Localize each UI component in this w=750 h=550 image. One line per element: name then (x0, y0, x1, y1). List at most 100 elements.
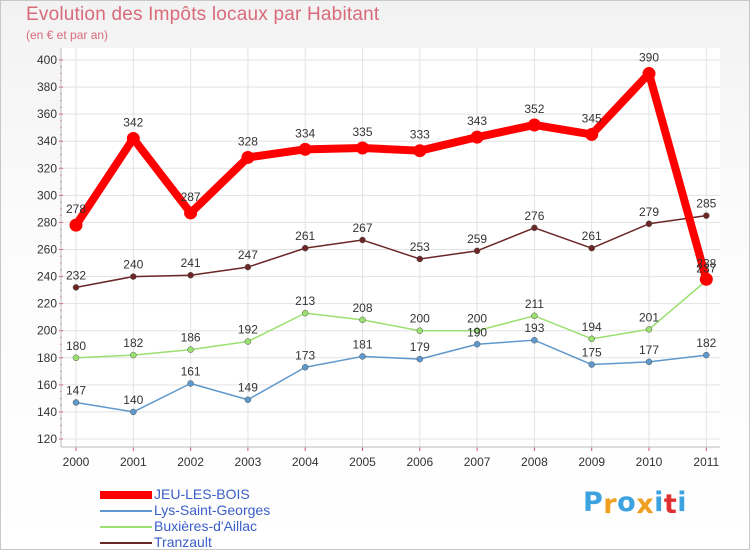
data-label: 232 (66, 268, 86, 282)
data-point (72, 284, 80, 291)
data-point (473, 341, 481, 348)
data-point (244, 263, 252, 271)
logo-letter: P (583, 487, 604, 518)
data-point (531, 336, 538, 344)
x-tick-label: 2000 (63, 455, 90, 469)
data-label: 345 (582, 111, 602, 125)
data-label: 211 (525, 297, 544, 311)
y-tick-label: 300 (37, 188, 57, 202)
x-tick-label: 2009 (578, 455, 605, 469)
legend-item: Buxières-d'Aillac (100, 518, 270, 534)
y-tick-label: 200 (37, 324, 57, 338)
x-tick-label: 2002 (177, 455, 204, 469)
data-point (588, 361, 595, 368)
data-point (241, 150, 255, 164)
data-label: 237 (696, 262, 716, 276)
chart-title: Evolution des Impôts locaux par Habitant (26, 4, 380, 25)
chart-subtitle: (en € et par an) (26, 28, 109, 42)
data-label: 333 (410, 128, 430, 142)
data-point (531, 224, 538, 232)
data-label: 180 (66, 339, 86, 353)
data-point (301, 309, 309, 317)
legend-item: Lys-Saint-Georges (100, 502, 270, 518)
data-label: 247 (238, 248, 258, 262)
x-tick-label: 2008 (521, 455, 548, 469)
y-tick-label: 120 (37, 432, 57, 446)
y-tick-label: 180 (37, 351, 57, 365)
logo-letter: x (636, 489, 655, 520)
data-label: 200 (410, 312, 430, 326)
data-point (588, 244, 595, 252)
data-point (531, 312, 538, 320)
legend-swatch (100, 526, 152, 529)
data-label: 161 (181, 365, 201, 379)
y-tick-label: 220 (37, 297, 57, 311)
data-point (72, 354, 80, 362)
data-label: 241 (181, 256, 201, 270)
proxiti-logo: Proxiti (583, 487, 688, 520)
data-label: 238 (696, 256, 716, 270)
x-tick-label: 2005 (349, 455, 376, 469)
data-label: 186 (181, 331, 201, 345)
data-label: 352 (524, 102, 544, 116)
data-label: 192 (238, 323, 258, 337)
data-point (699, 272, 713, 286)
data-label: 213 (295, 294, 315, 308)
y-tick-label: 320 (37, 161, 57, 175)
x-tick-label: 2011 (693, 455, 719, 469)
x-tick-label: 2006 (406, 455, 433, 469)
data-point (473, 247, 481, 255)
x-tick-label: 2001 (120, 455, 147, 469)
data-point (645, 358, 653, 366)
series-line-buxi-res-d-aillac (75, 279, 708, 359)
data-label: 193 (524, 321, 544, 335)
data-label: 279 (639, 205, 659, 219)
data-point (126, 132, 140, 146)
data-point (301, 244, 309, 252)
data-label: 208 (352, 301, 372, 315)
y-tick-label: 280 (37, 215, 57, 229)
data-label: 287 (181, 190, 201, 204)
data-point (416, 355, 424, 363)
data-point (130, 408, 137, 416)
data-label: 240 (123, 258, 143, 272)
data-label: 276 (524, 209, 544, 223)
data-label: 194 (582, 320, 602, 334)
data-point (585, 127, 599, 141)
data-label: 259 (467, 232, 487, 246)
x-tick-label: 2004 (292, 455, 319, 469)
legend-item: Tranzault (100, 534, 270, 550)
data-point (473, 327, 481, 334)
data-point (187, 271, 194, 279)
data-label: 253 (410, 240, 430, 254)
legend-item: JEU-LES-BOIS (100, 486, 270, 502)
data-point (130, 273, 137, 280)
y-tick-label: 400 (37, 53, 57, 67)
data-point (301, 364, 309, 371)
legend-label: JEU-LES-BOIS (154, 486, 250, 502)
data-point (588, 335, 595, 343)
data-point (645, 326, 653, 333)
data-point (244, 338, 252, 345)
y-tick-label: 240 (37, 270, 57, 284)
data-point (298, 142, 312, 156)
y-tick-label: 360 (37, 107, 57, 121)
series-line-lys-saint-georges (75, 339, 708, 413)
data-point (703, 212, 710, 219)
data-label: 179 (410, 340, 430, 354)
y-tick-label: 160 (37, 378, 57, 392)
series-line-tranzault (75, 214, 708, 289)
data-label: 285 (696, 197, 716, 211)
data-point (413, 144, 427, 158)
y-tick-label: 380 (37, 80, 57, 94)
data-label: 181 (352, 337, 372, 351)
data-label: 334 (295, 126, 315, 140)
data-point (187, 346, 194, 353)
data-point (470, 130, 484, 144)
logo-letter: i (677, 487, 688, 518)
data-label: 140 (123, 393, 143, 407)
data-label: 147 (66, 383, 86, 397)
data-point (416, 327, 424, 334)
x-tick-label: 2003 (235, 455, 262, 469)
